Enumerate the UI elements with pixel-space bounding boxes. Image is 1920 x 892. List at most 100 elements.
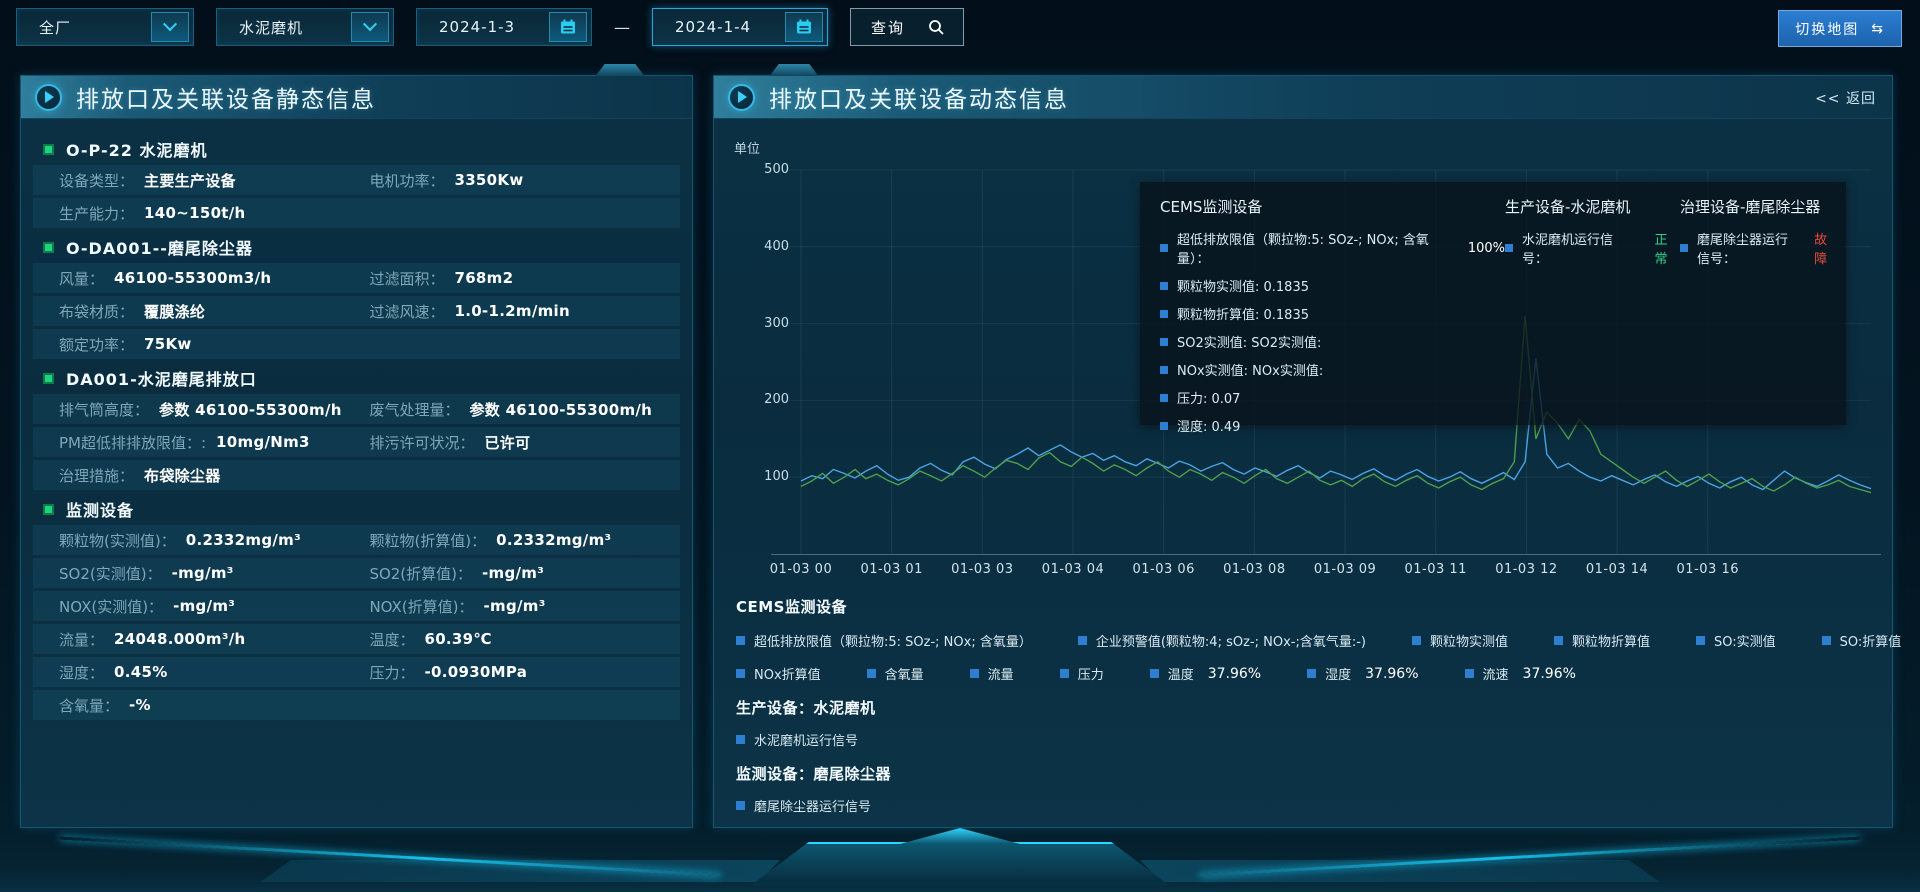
- static-panel-title: 排放口及关联设备静态信息: [76, 87, 376, 113]
- tooltip-item-label: 超低排放限值（颗拉物:5: SOz-; NOx; 含氧量）：: [1177, 233, 1429, 267]
- back-link[interactable]: << 返回: [1815, 90, 1876, 107]
- legend-item[interactable]: NOx折算值: [736, 664, 821, 683]
- switch-map-button[interactable]: 切换地图 ⇆: [1778, 10, 1902, 47]
- info-field: 含氧量： -%: [33, 695, 369, 716]
- legend-item[interactable]: 流速 37.96%: [1464, 664, 1576, 683]
- legend-square-icon: [1821, 636, 1831, 645]
- plant-select-dropdown-button[interactable]: [151, 12, 189, 42]
- legend-square-icon: [1160, 309, 1168, 318]
- info-field: 流量： 24048.000m³/h: [33, 629, 369, 650]
- field-value: 75Kw: [144, 335, 192, 353]
- plant-select-value: 全厂: [39, 18, 72, 37]
- legend-item-label: 企业预警值(颗粒物:4; sOz-; NOx-;含氧气量:-): [1095, 635, 1366, 650]
- y-axis-tick-label: 400: [764, 238, 789, 254]
- legend-item[interactable]: SO:折算值: [1821, 631, 1902, 650]
- field-value: -mg/m³: [482, 564, 545, 582]
- info-field: 生产能力： 140~150t/h: [33, 203, 369, 224]
- legend-item[interactable]: 颗粒物实测值: [1411, 631, 1508, 650]
- tooltip-treatment-column: 治理设备-磨尾除尘器 磨尾除尘器运行信号： 故障: [1680, 196, 1834, 415]
- legend-item[interactable]: 水泥磨机运行信号: [736, 730, 858, 749]
- legend-item[interactable]: 流量: [969, 664, 1014, 683]
- x-axis-tick-label: 01-03 00: [769, 562, 833, 577]
- y-axis-tick-label: 500: [764, 162, 789, 177]
- legend-item[interactable]: 含氧量: [866, 664, 924, 683]
- info-field: 温度： 60.39℃: [369, 629, 680, 650]
- info-row: PM超低排排放限值：: 10mg/Nm3 排污许可状况： 已许可: [33, 427, 680, 457]
- field-value: 0.45%: [114, 663, 168, 681]
- info-field: PM超低排排放限值：: 10mg/Nm3: [33, 432, 369, 453]
- field-label: 过滤面积：: [369, 269, 445, 288]
- date-to-input[interactable]: 2024-1-4: [652, 8, 828, 46]
- query-button[interactable]: 查询: [850, 8, 964, 46]
- tooltip-item-label: 颗粒物折算值: 0.1835: [1177, 308, 1309, 323]
- tooltip-item-label: NOx实测值: NOx实测值:: [1177, 364, 1324, 379]
- tooltip-cems-title: CEMS监测设备: [1160, 198, 1263, 216]
- tooltip-item-value: 100%: [1467, 240, 1505, 256]
- legend-square-icon: [736, 801, 745, 810]
- legend-monitor-row: 磨尾除尘器运行信号: [736, 796, 1876, 815]
- legend-item[interactable]: SO:实测值: [1696, 631, 1776, 650]
- field-label: SO2(折算值)：: [369, 564, 473, 583]
- dynamic-panel-header: 排放口及关联设备动态信息 << 返回: [714, 76, 1892, 119]
- plant-select[interactable]: 全厂: [16, 8, 194, 46]
- device-select-value: 水泥磨机: [239, 18, 304, 37]
- green-square-icon: [43, 503, 54, 515]
- x-axis-tick-label: 01-03 06: [1132, 562, 1195, 577]
- date-from-input[interactable]: 2024-1-3: [416, 8, 592, 46]
- legend-production-row: 水泥磨机运行信号: [736, 730, 1876, 749]
- legend-item-label: 流量: [987, 668, 1014, 683]
- device-select-dropdown-button[interactable]: [351, 12, 389, 42]
- legend-item[interactable]: 颗粒物折算值: [1554, 631, 1650, 650]
- legend-square-icon: [1077, 636, 1087, 645]
- info-field: 风量： 46100-55300m3/h: [33, 268, 369, 289]
- field-label: 压力：: [369, 663, 415, 682]
- device-select[interactable]: 水泥磨机: [216, 8, 394, 46]
- mill-signal-label: 水泥磨机运行信号：: [1522, 233, 1614, 267]
- legend-item[interactable]: 磨尾除尘器运行信号: [736, 796, 871, 815]
- info-field: SO2(折算值)： -mg/m³: [369, 563, 680, 584]
- tooltip-item: 颗粒物折算值: 0.1835: [1160, 304, 1505, 323]
- legend-square-icon: [1696, 636, 1706, 645]
- legend-item[interactable]: 企业预警值(颗粒物:4; sOz-; NOx-;含氧气量:-): [1077, 631, 1366, 650]
- info-field: 排气筒高度： 参数 46100-55300m/h: [33, 399, 369, 420]
- field-label: PM超低排排放限值：:: [59, 433, 207, 452]
- legend-square-icon: [866, 669, 876, 678]
- legend-item[interactable]: 湿度 37.96%: [1307, 664, 1419, 683]
- legend-item-value: 37.96%: [1365, 665, 1419, 682]
- info-row: 布袋材质： 覆膜涤纶 过滤风速： 1.0-1.2m/min: [33, 296, 680, 326]
- green-square-icon: [43, 143, 54, 155]
- legend-item-label: 流速: [1482, 668, 1509, 683]
- legend-item[interactable]: 温度 37.96%: [1149, 664, 1261, 683]
- legend-item-label: SO:折算值: [1839, 635, 1902, 650]
- tooltip-production-title: 生产设备-水泥磨机: [1505, 198, 1631, 216]
- x-axis-tick-label: 01-03 03: [951, 562, 1014, 577]
- field-value: 60.39℃: [424, 630, 492, 648]
- footer-center-peak: [900, 828, 1020, 844]
- info-field: 布袋材质： 覆膜涤纶: [33, 301, 369, 322]
- info-field: 排污许可状况： 已许可: [369, 432, 680, 453]
- tooltip-item-label: 颗粒物实测值: 0.1835: [1177, 280, 1309, 295]
- legend-square-icon: [969, 669, 979, 678]
- field-label: 治理措施：: [59, 466, 135, 485]
- date-to-calendar-button[interactable]: [785, 12, 823, 42]
- info-row: 含氧量： -%: [33, 690, 680, 720]
- emissions-line-chart[interactable]: 100 200 300 400 500 01-03 00 01-03 01 01-03 03 0…: [764, 162, 1881, 577]
- info-field: NOX(折算值)： -mg/m³: [369, 596, 680, 617]
- date-from-calendar-button[interactable]: [549, 12, 587, 42]
- field-value: -mg/m³: [483, 597, 546, 615]
- dust-collector-signal-label: 磨尾除尘器运行信号：: [1697, 233, 1789, 267]
- info-field: SO2(实测值)： -mg/m³: [33, 563, 369, 584]
- date-range-separator: —: [614, 17, 630, 37]
- legend-item[interactable]: 压力: [1059, 664, 1104, 683]
- legend-item-label: 湿度: [1325, 668, 1352, 683]
- info-row: SO2(实测值)： -mg/m³ SO2(折算值)： -mg/m³: [33, 558, 680, 588]
- info-row: 额定功率： 75Kw: [33, 329, 680, 359]
- field-value: -0.0930MPa: [424, 663, 528, 681]
- play-icon: [728, 83, 755, 111]
- dust-collector-signal-status: 故障: [1814, 233, 1828, 267]
- top-toolbar: 全厂 水泥磨机 2024-1-3 —: [16, 7, 964, 47]
- legend-row-2: NOx折算值 含氧量 流量 压力 温度 37.96% 湿度 37.96% 流速 37.96%: [736, 664, 1876, 683]
- legend-item[interactable]: 超低排放限值（颗拉物:5: SOz-; NOx; 含氧量）: [736, 631, 1032, 650]
- dynamic-info-panel: 排放口及关联设备动态信息 << 返回 单位 100 200 300 400 500 01-…: [713, 64, 1901, 828]
- x-axis-tick-label: 01-03 01: [860, 562, 923, 577]
